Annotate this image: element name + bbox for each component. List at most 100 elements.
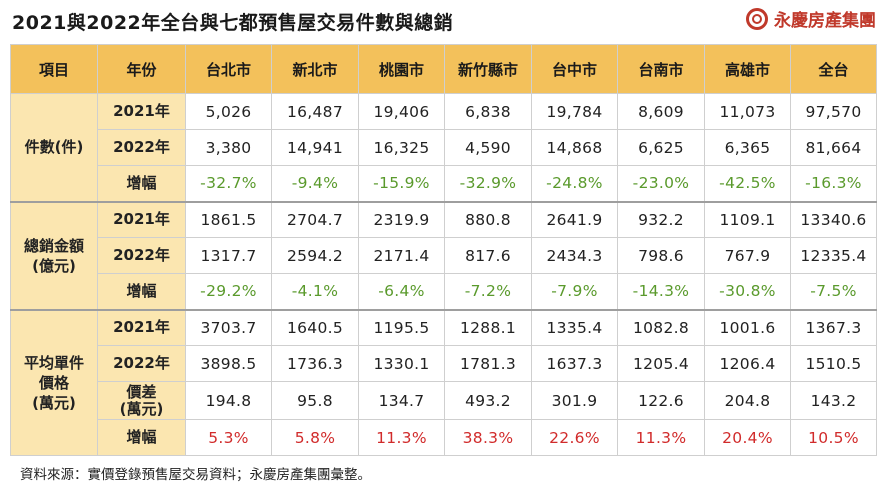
table-cell: 122.6 xyxy=(617,381,705,420)
table-cell: 2319.9 xyxy=(358,200,445,238)
table-row: 2022年 1317.7 2594.2 2171.4 817.6 2434.3 798.6 7… xyxy=(11,237,877,274)
presale-transactions-table: 項目 年份 台北市 新北市 桃園市 新竹縣市 台中市 台南市 高雄市 全台 件數… xyxy=(10,44,877,456)
table-cell: 1637.3 xyxy=(531,345,618,382)
table-cell: 5,026 xyxy=(185,93,272,130)
header-cell: 全台 xyxy=(790,44,877,94)
table-cell: 2704.7 xyxy=(271,200,359,238)
source-note: 資料來源：實價登錄預售屋交易資料；永慶房產集團彙整。 xyxy=(20,467,371,483)
table-cell: -30.8% xyxy=(704,273,791,310)
header-cell: 高雄市 xyxy=(704,44,791,94)
table-row: 2022年 3898.5 1736.3 1330.1 1781.3 1637.3 1205.… xyxy=(11,345,877,382)
table-cell: 5.3% xyxy=(185,419,272,456)
table-row: 增幅 5.3% 5.8% 11.3% 38.3% 22.6% 11.3% 20.4% 10.5% xyxy=(11,419,877,456)
brand: 永慶房產集團 xyxy=(746,6,876,31)
row-label: 2022年 xyxy=(97,237,186,274)
table-cell: -7.5% xyxy=(790,273,877,310)
table-cell: -6.4% xyxy=(358,273,445,310)
table-cell: 1195.5 xyxy=(358,308,445,346)
table-cell: -7.2% xyxy=(444,273,532,310)
table-cell: 1781.3 xyxy=(444,345,532,382)
row-label: 增幅 xyxy=(97,165,186,202)
header-cell: 項目 xyxy=(10,44,98,94)
table-cell: 880.8 xyxy=(444,200,532,238)
table-cell: -7.9% xyxy=(531,273,618,310)
table-cell: 2434.3 xyxy=(531,237,618,274)
table-cell: 16,325 xyxy=(358,129,445,166)
table-cell: 817.6 xyxy=(444,237,532,274)
table-cell: -32.9% xyxy=(444,165,532,202)
table-cell: -9.4% xyxy=(271,165,359,202)
table-cell: 6,625 xyxy=(617,129,705,166)
table-cell: 11.3% xyxy=(358,419,445,456)
table-cell: 3898.5 xyxy=(185,345,272,382)
table-cell: -15.9% xyxy=(358,165,445,202)
table-cell: 3,380 xyxy=(185,129,272,166)
table-cell: 134.7 xyxy=(358,381,445,420)
table-cell: 19,406 xyxy=(358,93,445,130)
table-cell: 767.9 xyxy=(704,237,791,274)
table-row: 價差 (萬元) 194.8 95.8 134.7 493.2 301.9 122.6 204.8… xyxy=(11,381,877,420)
table-cell: 10.5% xyxy=(790,419,877,456)
table-cell: 12335.4 xyxy=(790,237,877,274)
table-row: 增幅 -32.7% -9.4% -15.9% -32.9% -24.8% -23.0% -42… xyxy=(11,165,877,202)
header-cell: 台北市 xyxy=(185,44,272,94)
table-cell: 493.2 xyxy=(444,381,532,420)
table-cell: 2171.4 xyxy=(358,237,445,274)
row-label: 價差 (萬元) xyxy=(97,381,186,420)
row-label: 2021年 xyxy=(97,308,186,346)
header-cell: 桃園市 xyxy=(358,44,445,94)
header-cell: 台中市 xyxy=(531,44,618,94)
table-cell: 14,868 xyxy=(531,129,618,166)
row-label: 增幅 xyxy=(97,419,186,456)
table-cell: 6,365 xyxy=(704,129,791,166)
table-cell: 194.8 xyxy=(185,381,272,420)
table-cell: -16.3% xyxy=(790,165,877,202)
table-cell: -4.1% xyxy=(271,273,359,310)
table-cell: 1082.8 xyxy=(617,308,705,346)
table-cell: 1317.7 xyxy=(185,237,272,274)
table-cell: 143.2 xyxy=(790,381,877,420)
table-row: 件數(件) 2021年 5,026 16,487 19,406 6,838 19,784 8,… xyxy=(10,93,877,202)
table-cell: 38.3% xyxy=(444,419,532,456)
table-cell: 13340.6 xyxy=(790,200,877,238)
table-cell: 1109.1 xyxy=(704,200,791,238)
table-cell: 932.2 xyxy=(617,200,705,238)
table-cell: -23.0% xyxy=(617,165,705,202)
table-cell: 5.8% xyxy=(271,419,359,456)
table-cell: 4,590 xyxy=(444,129,532,166)
table-cell: -32.7% xyxy=(185,165,272,202)
table-cell: -14.3% xyxy=(617,273,705,310)
table-cell: 1205.4 xyxy=(617,345,705,382)
table-cell: -24.8% xyxy=(531,165,618,202)
table-cell: 1206.4 xyxy=(704,345,791,382)
table-cell: 798.6 xyxy=(617,237,705,274)
table-cell: -29.2% xyxy=(185,273,272,310)
header-cell: 台南市 xyxy=(617,44,705,94)
table-cell: 22.6% xyxy=(531,419,618,456)
row-label: 2022年 xyxy=(97,345,186,382)
table-cell: 1640.5 xyxy=(271,308,359,346)
header-cell: 新北市 xyxy=(271,44,359,94)
table-cell: 8,609 xyxy=(617,93,705,130)
table-cell: 1367.3 xyxy=(790,308,877,346)
table-cell: 19,784 xyxy=(531,93,618,130)
table-cell: 11,073 xyxy=(704,93,791,130)
header-row: 項目 年份 台北市 新北市 桃園市 新竹縣市 台中市 台南市 高雄市 全台 xyxy=(10,44,877,94)
group-label: 件數(件) xyxy=(10,93,98,202)
table-cell: 2641.9 xyxy=(531,200,618,238)
table-row: 增幅 -29.2% -4.1% -6.4% -7.2% -7.9% -14.3% -30.8%… xyxy=(11,273,877,310)
table-cell: 301.9 xyxy=(531,381,618,420)
table-cell: 81,664 xyxy=(790,129,877,166)
group-label: 平均單件 價格 (萬元) xyxy=(10,308,98,456)
table-cell: 1861.5 xyxy=(185,200,272,238)
row-label: 2022年 xyxy=(97,129,186,166)
page-title: 2021與2022年全台與七都預售屋交易件數與總銷 xyxy=(12,12,454,34)
table-cell: 14,941 xyxy=(271,129,359,166)
row-label: 2021年 xyxy=(97,93,186,130)
header-cell: 年份 xyxy=(97,44,186,94)
table-cell: 97,570 xyxy=(790,93,877,130)
table-cell: 95.8 xyxy=(271,381,359,420)
table-cell: 1510.5 xyxy=(790,345,877,382)
table-cell: 1335.4 xyxy=(531,308,618,346)
yungching-logo-icon xyxy=(746,7,768,30)
